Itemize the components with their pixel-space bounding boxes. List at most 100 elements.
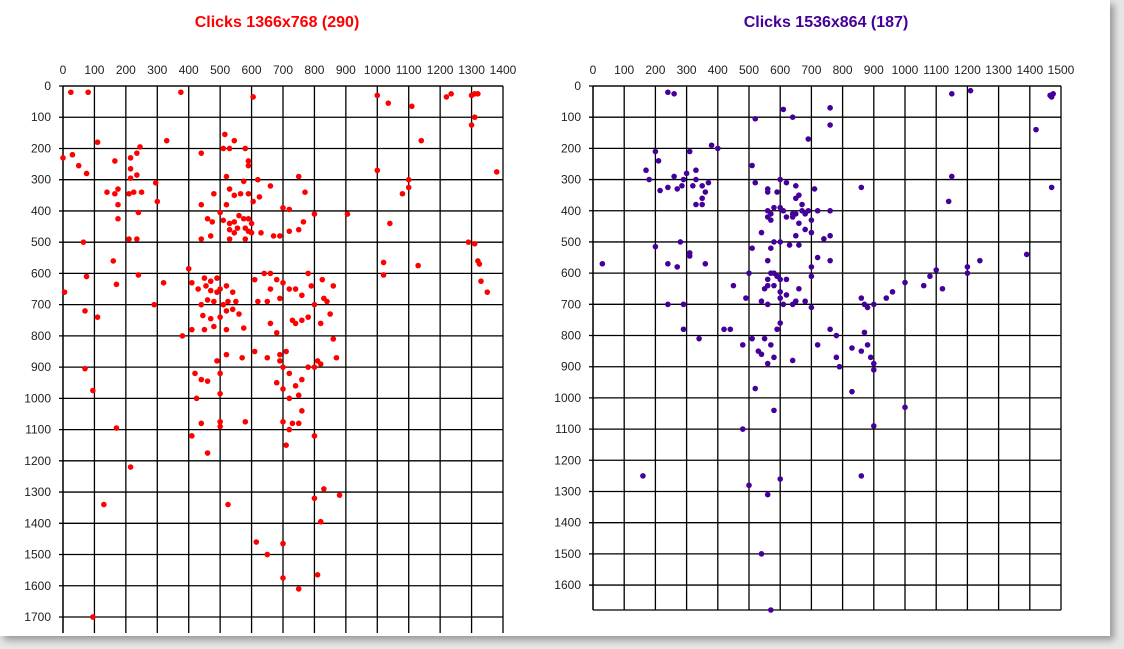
data-point [317, 320, 324, 327]
data-point [126, 190, 132, 197]
data-point [207, 287, 214, 294]
data-point [771, 204, 777, 211]
data-point [83, 273, 90, 280]
data-point [223, 308, 230, 314]
data-point [217, 286, 223, 292]
data-point [468, 122, 475, 128]
data-point [405, 176, 412, 183]
data-point [253, 539, 260, 545]
data-point [317, 361, 324, 367]
data-point [127, 175, 134, 181]
x-tick-label: 1000 [892, 63, 919, 77]
chart-right: 0 100 200 300 400 500 600 700 800 900 1000 1100 1200… [554, 63, 1075, 613]
data-point [195, 286, 201, 292]
y-tick-label: 1100 [555, 422, 581, 436]
data-point [231, 137, 238, 144]
data-point [690, 183, 696, 189]
data-point [299, 408, 305, 414]
data-point [949, 90, 955, 97]
x-tick-label: 1200 [427, 63, 454, 77]
data-point [80, 239, 87, 245]
data-point [83, 170, 90, 177]
data-point [465, 239, 472, 245]
data-point [702, 189, 709, 195]
data-point [237, 190, 244, 197]
y-tick-label: 1700 [24, 610, 51, 624]
y-tick-label: 500 [561, 235, 581, 249]
data-point [319, 276, 326, 283]
data-point [217, 423, 223, 430]
data-point [640, 473, 646, 479]
data-point [448, 91, 454, 97]
y-tick-label: 1300 [24, 485, 51, 499]
data-point [160, 279, 167, 286]
data-point [198, 201, 205, 208]
x-tick-label: 400 [708, 63, 728, 77]
data-point [207, 278, 214, 285]
data-point [112, 190, 118, 197]
data-point [250, 198, 256, 205]
data-point [198, 150, 205, 156]
data-point [198, 420, 205, 427]
data-point [793, 195, 799, 202]
data-point [292, 320, 299, 327]
data-point [94, 139, 101, 146]
data-point [764, 491, 771, 498]
data-point [273, 329, 280, 336]
data-point [209, 219, 216, 225]
y-tick-label: 900 [31, 360, 51, 374]
data-point [267, 270, 274, 277]
data-point [270, 233, 277, 239]
chart-title-left: Clicks 1366x768 (290) [195, 14, 360, 31]
data-point [793, 211, 799, 217]
data-point [236, 212, 242, 219]
data-point [280, 279, 286, 286]
y-tick-label: 1400 [554, 516, 581, 530]
data-point [796, 242, 802, 248]
chart-left: 0 100 200 300 400 500 600 700 800 900 1000 1100 1200… [24, 63, 517, 633]
data-point [774, 189, 780, 195]
data-point [665, 260, 671, 267]
data-point [189, 279, 195, 286]
data-point [811, 186, 818, 192]
data-point [1048, 92, 1055, 99]
data-point [758, 351, 765, 358]
data-point [746, 270, 752, 276]
y-tick-label: 1200 [24, 454, 51, 468]
data-point [399, 190, 406, 197]
x-tick-label: 1200 [954, 63, 981, 77]
data-point [808, 229, 815, 236]
data-point [476, 261, 483, 267]
y-tick-label: 700 [561, 297, 581, 311]
data-point [977, 257, 983, 264]
chart-sheet: Clicks 1366x768 (290) Clicks 1536x864 (1… [0, 0, 1110, 636]
data-point [280, 418, 286, 425]
data-point [1023, 251, 1030, 258]
y-tick-label: 1300 [554, 484, 581, 498]
data-point [251, 348, 258, 355]
data-point [152, 180, 159, 186]
data-point [223, 283, 230, 289]
data-point [484, 289, 491, 295]
data-point [193, 395, 200, 402]
data-point [777, 239, 783, 245]
data-point [967, 87, 974, 94]
data-point [665, 184, 671, 191]
data-point [255, 298, 261, 305]
data-point [771, 282, 777, 289]
data-point [126, 236, 132, 242]
data-point [311, 301, 318, 308]
data-point [211, 323, 217, 330]
data-point [674, 264, 681, 270]
data-point [443, 94, 450, 100]
data-point [112, 158, 118, 164]
data-point [777, 476, 783, 482]
data-point [749, 162, 755, 169]
data-point [277, 295, 283, 302]
data-point [250, 94, 256, 100]
data-point [680, 301, 687, 308]
y-tick-label: 700 [31, 298, 51, 312]
data-point [871, 360, 877, 367]
data-point [273, 379, 280, 386]
data-point [652, 148, 659, 155]
